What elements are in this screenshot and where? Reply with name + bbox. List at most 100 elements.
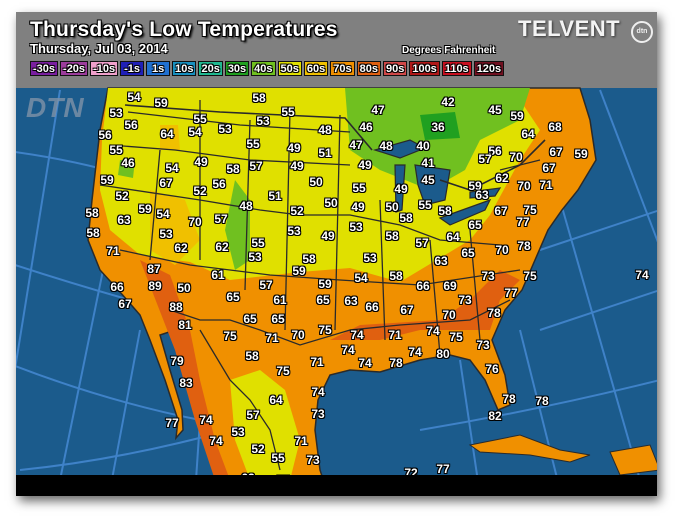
temperature-label: 53 [159, 227, 173, 241]
temperature-label: 63 [434, 254, 448, 268]
legend-item: 50s [277, 61, 302, 76]
temperature-label: 65 [461, 246, 475, 260]
temperature-label: 55 [352, 181, 366, 195]
temperature-label: 62 [174, 241, 188, 255]
canada-us-border [124, 104, 546, 191]
temperature-label: 46 [359, 120, 373, 134]
temperature-label: 73 [306, 453, 320, 467]
temperature-label: 57 [259, 278, 273, 292]
great-lakes [372, 139, 502, 226]
temperature-label: 51 [268, 189, 282, 203]
temperature-label: 75 [449, 330, 463, 344]
temperature-label: 59 [138, 202, 152, 216]
temperature-label: 62 [215, 240, 229, 254]
temperature-label: 57 [478, 152, 492, 166]
temperature-label: 74 [350, 328, 364, 342]
temperature-label: 67 [549, 145, 563, 159]
map-title: Thursday's Low Temperatures [30, 18, 338, 41]
temperature-label: 54 [165, 161, 179, 175]
temperature-label: 75 [318, 323, 332, 337]
temperature-label: 36 [431, 120, 445, 134]
temperature-label: 67 [542, 161, 556, 175]
temperature-label: 48 [379, 139, 393, 153]
temperature-label: 69 [443, 279, 457, 293]
temperature-label: 73 [481, 269, 495, 283]
temperature-label: 77 [165, 416, 179, 430]
temperature-label: 74 [209, 434, 223, 448]
temperature-label: 58 [245, 349, 259, 363]
legend-item: 30s [224, 61, 250, 76]
temperature-label: 58 [226, 162, 240, 176]
hispaniola [609, 444, 657, 476]
temperature-label: 53 [109, 106, 123, 120]
cuba [468, 434, 591, 463]
temperature-label: 53 [287, 224, 301, 238]
temperature-label: 49 [290, 159, 304, 173]
temperature-label: 50 [309, 175, 323, 189]
temperature-label: 54 [127, 90, 141, 104]
temperature-label: 58 [399, 211, 413, 225]
temperature-label: 65 [316, 293, 330, 307]
legend-item: 20s [198, 61, 223, 76]
temperature-label: 53 [248, 250, 262, 264]
temperature-label: 70 [495, 243, 509, 257]
temperature-label: 70 [188, 215, 202, 229]
zone-60s-west [150, 125, 200, 265]
temperature-label: 77 [504, 286, 518, 300]
temperature-label: 53 [218, 122, 232, 136]
dtn-logo-badge: dtn [631, 21, 653, 43]
temperature-label: 67 [494, 204, 508, 218]
legend-item: -20s [60, 61, 89, 76]
temperature-label: 46 [121, 156, 135, 170]
temperature-label: 48 [318, 123, 332, 137]
temperature-label: 66 [110, 280, 124, 294]
temperature-label: 55 [281, 105, 295, 119]
temperature-label: 65 [271, 312, 285, 326]
temperature-label: 64 [446, 230, 460, 244]
temperature-label: 59 [468, 179, 482, 193]
temperature-label: 53 [231, 425, 245, 439]
temperature-label: 75 [523, 203, 537, 217]
legend-item: 100s [409, 61, 440, 76]
temperature-label: 88 [169, 300, 183, 314]
temperature-label: 45 [421, 173, 435, 187]
temperature-label: 67 [159, 176, 173, 190]
temperature-label: 50 [385, 200, 399, 214]
temperature-label: 56 [124, 118, 138, 132]
temperature-label: 81 [178, 318, 192, 332]
color-legend: -30s -20s -10s -1s 1s 10s 20s 30s 40s 50s 60s 70s 80… [30, 61, 505, 76]
temperature-label: 58 [438, 204, 452, 218]
temperature-label: 57 [246, 408, 260, 422]
temperature-label: 76 [485, 362, 499, 376]
temperature-label: 61 [273, 293, 287, 307]
temperature-label: 57 [249, 159, 263, 173]
temperature-label: 74 [635, 268, 649, 282]
temperature-label: 78 [487, 306, 501, 320]
temperature-label: 49 [287, 141, 301, 155]
units-label: Degrees Fahrenheit [402, 45, 496, 56]
temperature-label: 57 [214, 212, 228, 226]
dtn-watermark: DTN [26, 92, 84, 123]
legend-item: 80s [356, 61, 381, 76]
temperature-label: 52 [193, 184, 207, 198]
temperature-label: 71 [310, 355, 324, 369]
temperature-label: 56 [212, 177, 226, 191]
temperature-label: 67 [118, 297, 132, 311]
temperature-label: 78 [535, 394, 549, 408]
temperature-label: 48 [239, 199, 253, 213]
temperature-label: 59 [510, 109, 524, 123]
temperature-label: 66 [416, 279, 430, 293]
temperature-label: 80 [436, 347, 450, 361]
temperature-label: 78 [389, 356, 403, 370]
temperature-label: 74 [408, 345, 422, 359]
temperature-label: 71 [539, 178, 553, 192]
temperature-label: 49 [358, 158, 372, 172]
temperature-label: 82 [488, 409, 502, 423]
temperature-label: 75 [223, 329, 237, 343]
temperature-label: 68 [548, 120, 562, 134]
temperature-label: 64 [521, 127, 535, 141]
telvent-logo: TELVENT [518, 16, 621, 41]
temperature-label: 63 [117, 213, 131, 227]
temperature-label: 71 [388, 328, 402, 342]
legend-item: 120s [473, 61, 505, 76]
